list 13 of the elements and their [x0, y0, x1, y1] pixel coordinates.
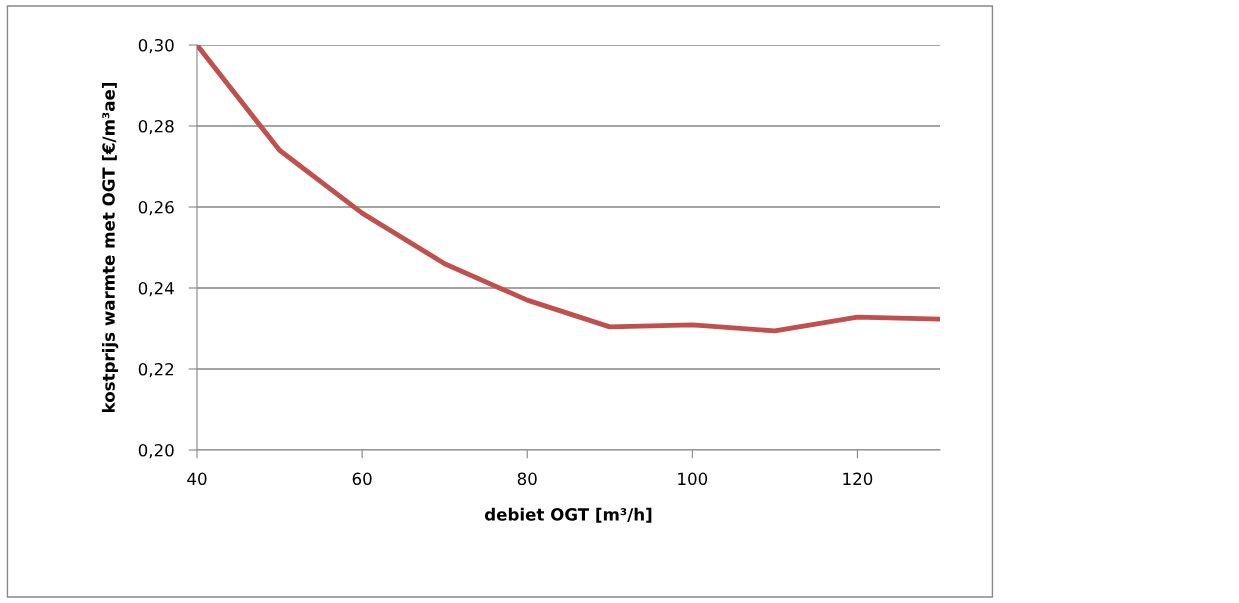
y-tick-label: 0,26	[138, 200, 174, 216]
y-tick-label: 0,28	[138, 119, 174, 135]
y-tick-label: 0,22	[138, 362, 174, 378]
x-tick-label: 60	[352, 472, 372, 486]
y-tick-label: 0,24	[138, 281, 174, 297]
y-tick-label: 0,20	[138, 443, 174, 459]
y-axis-title: kostprijs warmte met OGT [€/m³ae]	[101, 82, 119, 413]
x-axis-title: debiet OGT [m³/h]	[484, 507, 652, 523]
x-tick-label: 100	[678, 472, 708, 486]
x-tick-label: 40	[187, 472, 207, 486]
x-tick-label: 120	[843, 472, 873, 486]
x-tick-label: 80	[517, 472, 537, 486]
y-tick-label: 0,30	[138, 38, 174, 54]
